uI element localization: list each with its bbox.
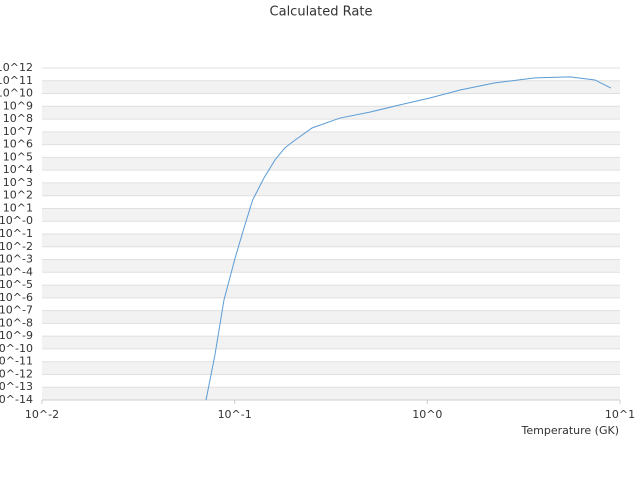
grid-band bbox=[42, 387, 620, 400]
y-tick-label: 10^-0 bbox=[0, 214, 33, 227]
grid-band bbox=[42, 361, 620, 375]
y-tick-label: 10^9 bbox=[3, 99, 33, 112]
grid-band bbox=[42, 208, 620, 222]
y-tick-label: 10^-6 bbox=[0, 291, 33, 304]
y-tick-label: 10^2 bbox=[3, 189, 33, 202]
y-tick-label: 10^-1 bbox=[0, 227, 33, 240]
y-tick-label: 10^-10 bbox=[0, 342, 33, 355]
y-tick-label: 10^5 bbox=[3, 150, 33, 163]
y-tick-label: 10^11 bbox=[0, 74, 33, 87]
y-tick-label: 10^8 bbox=[3, 112, 33, 125]
y-tick-label: 10^4 bbox=[3, 163, 33, 176]
grid-band bbox=[42, 106, 620, 120]
y-tick-label: 10^-11 bbox=[0, 355, 33, 368]
grid-band bbox=[42, 336, 620, 349]
x-tick-label: 10^1 bbox=[605, 408, 635, 421]
x-axis-label: Temperature (GK) bbox=[521, 424, 620, 437]
y-tick-label: 10^3 bbox=[3, 176, 33, 189]
y-tick-label: 10^12 bbox=[0, 61, 33, 74]
grid-band bbox=[42, 131, 620, 145]
grid-band bbox=[42, 310, 620, 324]
grid-band bbox=[42, 259, 620, 273]
y-tick-label: 10^6 bbox=[3, 138, 33, 151]
y-tick-label: 10^1 bbox=[3, 201, 33, 214]
y-tick-label: 10^-3 bbox=[0, 253, 33, 266]
y-tick-label: 10^10 bbox=[0, 87, 33, 100]
chart-title: Calculated Rate bbox=[270, 5, 373, 20]
y-tick-label: 10^-14 bbox=[0, 393, 33, 406]
y-tick-label: 10^7 bbox=[3, 125, 33, 138]
y-tick-label: 10^-13 bbox=[0, 380, 33, 393]
x-tick-label: 10^-1 bbox=[218, 408, 252, 421]
grid-band bbox=[42, 80, 620, 94]
line bbox=[205, 76, 612, 401]
y-tick-label: 10^-12 bbox=[0, 367, 33, 380]
y-tick-label: 10^-4 bbox=[0, 265, 33, 278]
grid-band bbox=[42, 285, 620, 298]
y-tick-label: 10^-5 bbox=[0, 278, 33, 291]
grid-band bbox=[42, 234, 620, 247]
x-tick-label: 10^-2 bbox=[25, 408, 59, 421]
grid-band bbox=[42, 182, 620, 196]
y-tick-label: 10^-7 bbox=[0, 304, 33, 317]
grid-band bbox=[42, 157, 620, 171]
x-tick-label: 10^0 bbox=[412, 408, 442, 421]
y-tick-label: 10^-2 bbox=[0, 240, 33, 253]
y-tick-label: 10^-8 bbox=[0, 316, 33, 329]
y-tick-label: 10^-9 bbox=[0, 329, 33, 342]
